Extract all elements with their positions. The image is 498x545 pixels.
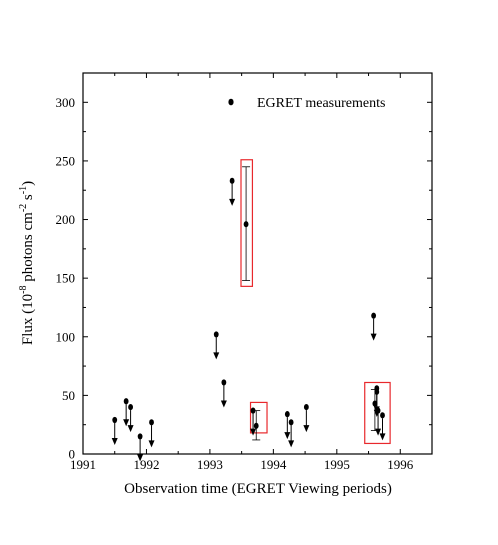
data-point (374, 388, 380, 395)
upper-limit-arrowhead (213, 352, 220, 360)
upper-limit-arrowhead (229, 198, 236, 206)
y-axis-title: Flux (10-8 photons cm-2 s-1) (18, 181, 36, 345)
upper-limit-arrowhead (127, 425, 134, 433)
upper-limit-arrowhead (123, 419, 130, 427)
upper-limit-arrowhead (303, 425, 310, 433)
data-point (380, 412, 385, 419)
data-point (112, 416, 118, 424)
upper-limit-arrowhead (148, 440, 155, 448)
data-point (128, 404, 133, 411)
y-axis: 0 50 100 150 200 250 300 (56, 95, 432, 462)
y-tick-label: 50 (62, 388, 75, 403)
highlight-box (249, 401, 268, 434)
x-tick-label: 1992 (133, 457, 159, 472)
data-point (137, 433, 143, 440)
y-tick-label: 300 (56, 95, 76, 110)
y-tick-label: 0 (69, 447, 76, 462)
legend-label: EGRET measurements (257, 96, 385, 111)
data-point (375, 407, 381, 414)
data-point (303, 404, 309, 411)
x-axis: 1991 1992 1993 1994 1995 1996 (70, 73, 433, 472)
data-point (229, 177, 235, 184)
highlight-box (240, 159, 254, 287)
data-point (123, 398, 129, 405)
x-tick-label: 1994 (260, 457, 287, 472)
data-point (372, 400, 378, 407)
upper-limit-arrowhead (370, 333, 377, 341)
highlight-box (364, 381, 391, 445)
upper-limit-arrowhead (379, 433, 386, 441)
upper-limit-arrowhead (111, 438, 118, 446)
data-point (371, 312, 377, 319)
data-point (213, 331, 219, 338)
y-tick-label: 200 (56, 212, 76, 227)
x-tick-label: 1996 (387, 457, 414, 472)
x-axis-title: Observation time (EGRET Viewing periods) (124, 481, 392, 497)
y-tick-label: 100 (56, 329, 76, 344)
y-tick-label: 150 (56, 271, 76, 286)
x-tick-label: 1993 (197, 457, 223, 472)
x-tick-label: 1991 (70, 457, 96, 472)
x-tick-label: 1995 (324, 457, 350, 472)
upper-limit-arrowhead (250, 428, 257, 436)
legend-marker (228, 98, 234, 106)
data-point (253, 422, 259, 429)
y-tick-label: 250 (56, 153, 76, 168)
upper-limit-arrowhead (375, 428, 382, 436)
highlight-boxes (240, 159, 391, 445)
data-point (288, 419, 294, 426)
upper-limit-arrowhead (137, 454, 144, 462)
data-point (221, 379, 227, 386)
data-point (243, 221, 249, 228)
upper-limit-arrowhead (288, 440, 295, 448)
data-point (149, 419, 154, 426)
legend: EGRET measurements (228, 96, 385, 111)
data-point (284, 411, 290, 418)
upper-limit-arrowhead (284, 432, 291, 440)
data-points (111, 166, 386, 462)
plot-frame (82, 72, 433, 455)
upper-limit-arrowhead (220, 400, 227, 408)
